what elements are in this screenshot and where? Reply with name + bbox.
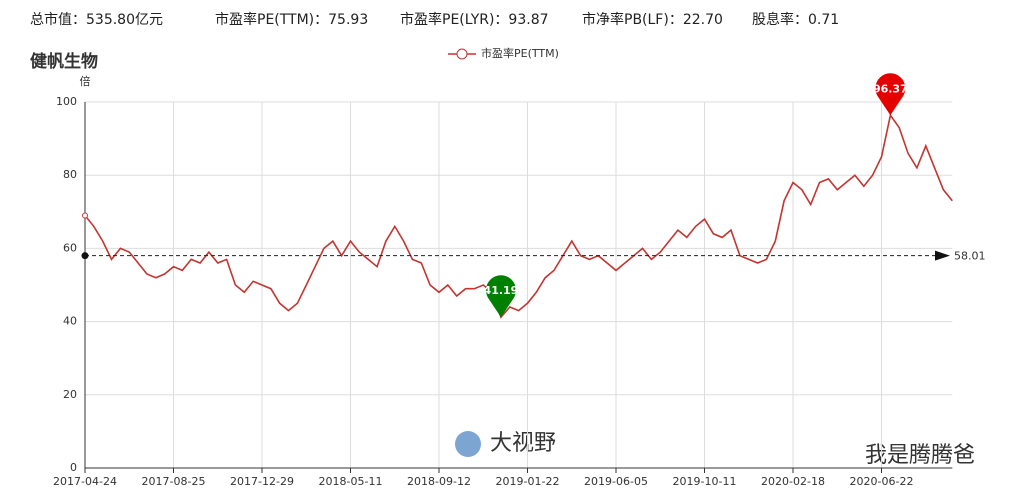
y-tick-label: 20 [63, 388, 77, 401]
x-tick-label: 2019-01-22 [496, 475, 560, 488]
x-tick-label: 2019-06-05 [584, 475, 648, 488]
min-pin-label: 41.19 [484, 284, 519, 297]
min-pin [485, 275, 516, 318]
watermark-icon [455, 431, 481, 457]
x-tick-label: 2020-06-22 [850, 475, 914, 488]
y-unit: 倍 [80, 74, 91, 88]
series-line [84, 113, 953, 319]
start-point [82, 212, 88, 219]
legend-marker [456, 48, 468, 60]
x-tick-label: 2017-04-24 [53, 475, 117, 488]
y-tick-label: 60 [63, 241, 77, 254]
y-tick-label: 40 [63, 315, 77, 328]
y-tick-label: 0 [70, 461, 77, 474]
x-tick-label: 2017-08-25 [142, 475, 206, 488]
header-stat: 市盈率PE(LYR)：93.87 [400, 11, 549, 28]
legend-label: 市盈率PE(TTM) [481, 46, 559, 60]
mean-start [81, 252, 89, 260]
x-tick-label: 2018-05-11 [319, 475, 383, 488]
watermark: 大视野 [490, 431, 556, 456]
mean-arrow [935, 250, 950, 261]
mean-label: 58.01 [954, 250, 986, 263]
chart-title: 健帆生物 [30, 51, 98, 72]
max-pin-label: 96.37 [873, 82, 908, 95]
y-tick-label: 100 [56, 95, 77, 108]
header-stat: 股息率：0.71 [752, 11, 839, 28]
watermark: 我是腾腾爸 [865, 443, 975, 468]
max-pin [875, 73, 906, 116]
x-tick-label: 2017-12-29 [230, 475, 294, 488]
header-stat: 总市值：535.80亿元 [30, 11, 163, 28]
y-tick-label: 80 [63, 168, 77, 181]
header-stat: 市净率PB(LF)：22.70 [582, 11, 723, 28]
x-tick-label: 2020-02-18 [761, 475, 825, 488]
header-stat: 市盈率PE(TTM)：75.93 [215, 11, 368, 28]
x-tick-label: 2018-09-12 [407, 475, 471, 488]
x-tick-label: 2019-10-11 [673, 475, 737, 488]
